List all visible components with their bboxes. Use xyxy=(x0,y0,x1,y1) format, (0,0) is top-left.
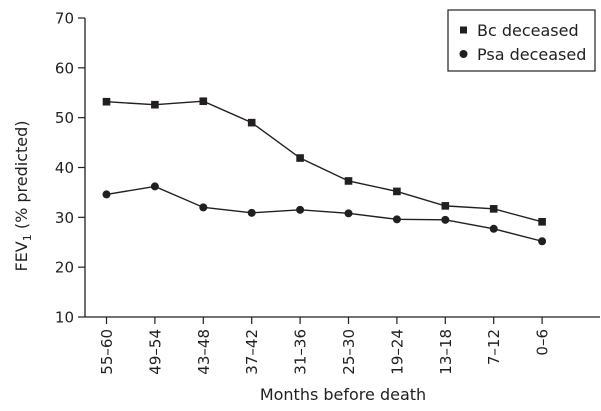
series-layer xyxy=(102,97,547,246)
data-point-square xyxy=(199,97,208,106)
legend-box xyxy=(447,9,596,72)
legend-marker-square xyxy=(460,26,467,34)
y-tick-label: 40 xyxy=(55,159,74,177)
data-point-square xyxy=(102,97,111,106)
x-axis-title: Months before death xyxy=(260,385,426,404)
x-tick-label: 49–54 xyxy=(146,329,164,375)
y-tick-label: 50 xyxy=(55,109,74,127)
data-point-circle xyxy=(489,224,498,233)
series-bc-deceased xyxy=(102,97,546,226)
y-axis-ticks: 10 20 30 40 50 60 70 xyxy=(55,10,85,327)
data-point-circle xyxy=(150,182,159,191)
data-point-square xyxy=(247,118,256,127)
data-point-square xyxy=(393,187,401,196)
data-point-circle xyxy=(199,203,208,212)
y-tick-label: 70 xyxy=(55,10,74,28)
data-point-circle xyxy=(344,209,353,218)
series-psa-deceased xyxy=(102,182,547,246)
x-tick-label: 13–18 xyxy=(437,329,455,375)
data-point-square xyxy=(296,154,304,162)
legend-label-bc-deceased: Bc deceased xyxy=(477,21,579,40)
data-point-square xyxy=(489,205,498,213)
y-axis-title-rest: (% predicted) xyxy=(12,120,31,234)
data-point-circle xyxy=(102,190,111,199)
x-tick-label: 7–12 xyxy=(485,329,503,365)
data-point-circle xyxy=(441,215,450,224)
x-axis-ticks: 55–60 49–54 43–48 37–42 31–36 25–30 19–24 13–18… xyxy=(98,317,552,375)
x-tick-label: 31–36 xyxy=(292,329,310,375)
y-axis-title: FEV1 (% predicted) xyxy=(12,120,34,271)
data-point-square xyxy=(344,177,353,185)
data-point-circle xyxy=(296,205,305,214)
data-point-square xyxy=(151,100,159,109)
y-tick-label: 20 xyxy=(55,259,74,277)
x-tick-label: 25–30 xyxy=(340,329,358,375)
y-axis-title-subscript: 1 xyxy=(21,234,34,241)
chart-legend: Bc deceased Psa deceased xyxy=(447,9,596,72)
x-tick-label: 43–48 xyxy=(195,329,213,375)
y-tick-label: 60 xyxy=(55,59,74,77)
data-point-square xyxy=(441,202,450,210)
y-axis-title-main: FEV xyxy=(12,241,31,271)
data-point-circle xyxy=(247,208,256,217)
series-line xyxy=(106,185,543,242)
series-line xyxy=(106,100,543,223)
x-tick-label: 55–60 xyxy=(98,329,116,375)
x-tick-label: 37–42 xyxy=(243,329,261,375)
legend-marker-circle xyxy=(459,50,468,58)
data-point-square xyxy=(538,218,546,226)
y-tick-label: 10 xyxy=(55,309,74,327)
data-point-circle xyxy=(538,237,547,246)
legend-label-psa-deceased: Psa deceased xyxy=(477,45,586,64)
x-tick-label: 0–6 xyxy=(534,329,552,356)
data-point-circle xyxy=(392,215,401,224)
y-tick-label: 30 xyxy=(55,209,74,227)
x-tick-label: 19–24 xyxy=(388,329,406,375)
